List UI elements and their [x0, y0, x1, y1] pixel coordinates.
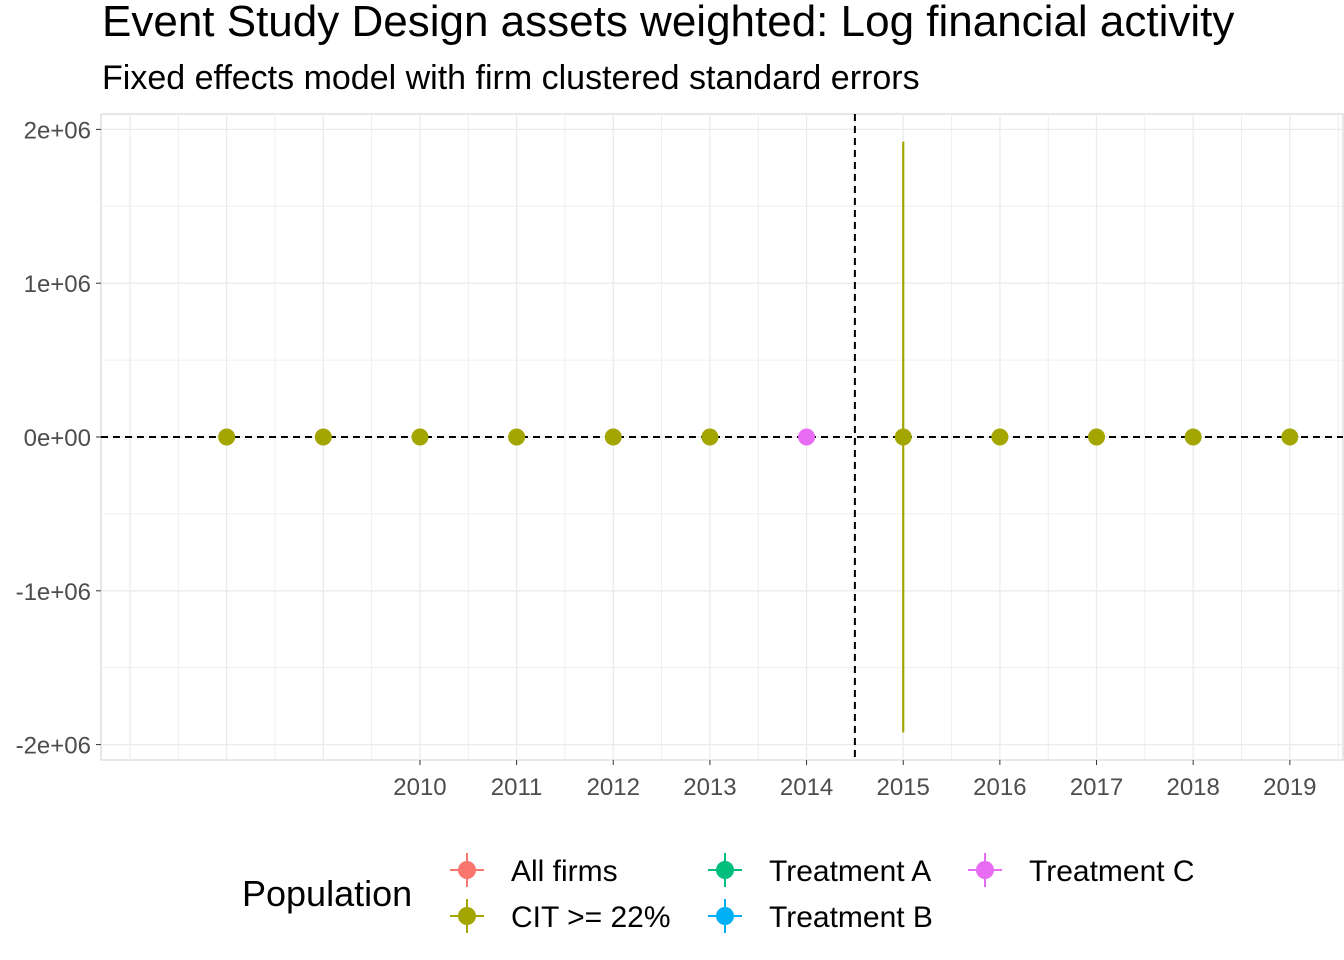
legend-key-point	[458, 907, 476, 925]
legend-key-point	[458, 861, 476, 879]
legend-key-point	[716, 907, 734, 925]
point-cit-22	[894, 428, 912, 446]
point-cit-22	[314, 428, 332, 446]
y-tick-label: 0e+00	[24, 425, 91, 452]
x-tick-label: 2014	[780, 774, 833, 801]
legend-key-treatment-b	[708, 899, 742, 933]
chart-subtitle: Fixed effects model with firm clustered …	[102, 59, 920, 97]
x-tick-label: 2012	[587, 774, 640, 801]
x-tick-label: 2011	[491, 774, 543, 801]
y-tick-label: -1e+06	[16, 579, 91, 606]
x-tick-label: 2017	[1070, 774, 1123, 801]
point-treatment-c	[798, 428, 816, 446]
legend-label-all-firms: All firms	[511, 855, 618, 888]
point-cit-22	[1184, 428, 1202, 446]
y-tick-label: -2e+06	[16, 733, 91, 760]
axes: 2010 2011 2012 2013 2014 2015 2016 2017 2018 2019…	[16, 117, 1317, 801]
x-tick-label: 2015	[877, 774, 930, 801]
legend-title: Population	[242, 873, 412, 914]
x-tick-label: 2019	[1263, 774, 1316, 801]
data-marks	[218, 141, 1299, 733]
x-tick-label: 2018	[1166, 774, 1219, 801]
point-cit-22	[991, 428, 1009, 446]
point-cit-22	[1088, 428, 1106, 446]
x-tick-label: 2013	[683, 774, 736, 801]
legend-key-treatment-a	[708, 853, 742, 887]
legend-key-cit-22	[450, 899, 484, 933]
legend-label-treatment-a: Treatment A	[769, 855, 931, 888]
legend-label-treatment-b: Treatment B	[769, 901, 933, 934]
point-cit-22	[218, 428, 236, 446]
x-tick-label: 2010	[393, 774, 446, 801]
legend-key-point	[716, 861, 734, 879]
point-cit-22	[508, 428, 526, 446]
legend: Population All firms CIT >= 22% Treatment A…	[242, 853, 1195, 934]
point-cit-22	[604, 428, 622, 446]
point-cit-22	[701, 428, 719, 446]
reference-lines	[101, 114, 1343, 760]
legend-key-point	[976, 861, 994, 879]
legend-label-treatment-c: Treatment C	[1029, 855, 1195, 888]
y-tick-label: 1e+06	[24, 271, 91, 298]
legend-label-cit-22: CIT >= 22%	[511, 901, 671, 934]
legend-key-all-firms	[450, 853, 484, 887]
point-cit-22	[1281, 428, 1299, 446]
chart-title: Event Study Design assets weighted: Log …	[102, 0, 1235, 46]
x-tick-label: 2016	[973, 774, 1026, 801]
legend-key-treatment-c	[968, 853, 1002, 887]
point-cit-22	[411, 428, 429, 446]
y-tick-label: 2e+06	[24, 117, 91, 144]
